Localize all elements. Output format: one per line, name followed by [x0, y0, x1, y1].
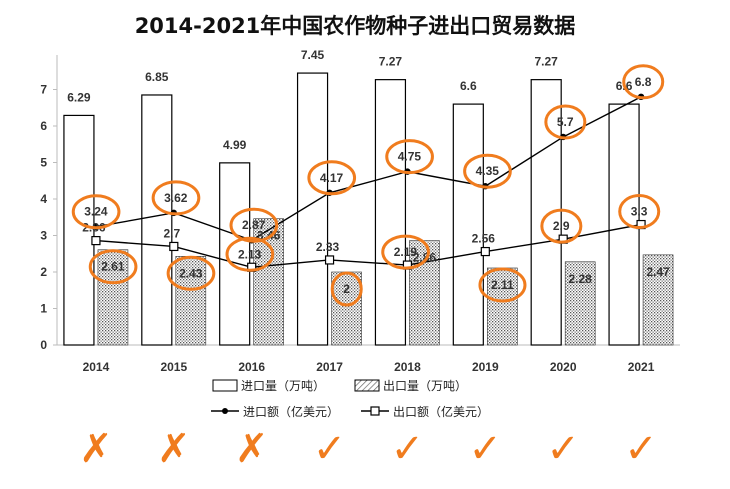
label-import-volume: 7.45 — [301, 48, 325, 62]
x-tick-label: 2019 — [472, 360, 499, 374]
legend-label-import-volume: 进口量（万吨） — [241, 379, 325, 393]
label-import-volume: 7.27 — [379, 55, 403, 69]
grade-mark: ✗ — [235, 426, 269, 472]
label-import-volume: 4.99 — [223, 138, 247, 152]
legend-label-export-value: 出口额（亿美元） — [393, 404, 489, 419]
label-import-volume: 6.85 — [145, 70, 169, 84]
label-export-volume: 2.47 — [646, 265, 670, 279]
x-tick-label: 2016 — [238, 360, 265, 374]
label-export-value: 2.7 — [163, 226, 180, 240]
label-import-volume: 6.6 — [460, 79, 477, 93]
label-export-value: 2.33 — [316, 240, 340, 254]
label-export-volume: 2.43 — [179, 266, 203, 280]
bar-import-volume — [375, 80, 405, 345]
bar-import-volume — [142, 95, 172, 345]
grade-mark: ✓ — [546, 426, 580, 472]
point-export-value — [481, 248, 489, 256]
label-import-value: 4.75 — [398, 150, 422, 164]
legend-item-import-volume: 进口量（万吨） — [213, 379, 325, 393]
label-export-volume: 2.11 — [491, 278, 514, 292]
x-tick-label: 2018 — [394, 360, 421, 374]
bar-import-volume — [609, 104, 639, 345]
label-import-value: 5.7 — [557, 115, 574, 129]
y-tick-label: 7 — [40, 83, 47, 97]
grade-mark: ✓ — [313, 426, 347, 472]
bar-import-volume — [453, 104, 483, 345]
grade-mark: ✗ — [157, 426, 191, 472]
label-export-value: 2.19 — [394, 245, 418, 259]
y-tick-label: 1 — [40, 302, 47, 316]
label-export-value: 2.9 — [553, 219, 570, 233]
label-export-value: 2.56 — [472, 232, 496, 246]
x-tick-label: 2020 — [550, 360, 577, 374]
grade-mark: ✗ — [79, 426, 113, 472]
legend-item-export-volume: 出口量（万吨） — [355, 379, 467, 393]
label-export-volume: 2 — [343, 282, 350, 296]
label-export-value: 2.13 — [238, 247, 262, 261]
legend-label-export-volume: 出口量（万吨） — [383, 379, 467, 393]
label-import-value: 3.24 — [84, 205, 108, 219]
y-tick-label: 0 — [40, 338, 47, 352]
grade-mark: ✓ — [624, 426, 658, 472]
y-tick-label: 5 — [40, 156, 47, 170]
label-export-volume: 2.28 — [569, 272, 593, 286]
x-tick-label: 2021 — [628, 360, 655, 374]
legend-item-export-value: 出口额（亿美元） — [361, 404, 489, 419]
legend: 进口量（万吨） 出口量（万吨） 进口额（亿美元） 出口额（亿美元） — [211, 379, 489, 419]
label-export-volume: 2.61 — [101, 260, 125, 274]
legend-item-import-value: 进口额（亿美元） — [211, 404, 339, 419]
label-import-volume: 6.29 — [67, 90, 91, 104]
point-export-value — [170, 242, 178, 250]
y-tick-label: 4 — [40, 192, 47, 206]
label-import-volume: 7.27 — [535, 55, 559, 69]
label-import-value: 4.17 — [320, 171, 344, 185]
point-export-value — [92, 237, 100, 245]
label-import-value: 4.35 — [476, 164, 500, 178]
chart-title: 2014-2021年中国农作物种子进出口贸易数据 — [135, 14, 576, 38]
y-tick-label: 2 — [40, 265, 47, 279]
label-export-value: 3.3 — [631, 205, 648, 219]
y-tick-label: 3 — [40, 229, 47, 243]
y-tick-label: 6 — [40, 119, 47, 133]
label-import-value: 3.62 — [164, 191, 188, 205]
x-tick-label: 2015 — [160, 360, 187, 374]
x-tick-label: 2017 — [316, 360, 343, 374]
label-import-value: 2.87 — [242, 218, 266, 232]
grade-mark: ✓ — [469, 426, 503, 472]
legend-label-import-value: 进口额（亿美元） — [243, 404, 339, 419]
point-export-value — [326, 256, 334, 264]
x-tick-label: 2014 — [83, 360, 110, 374]
grade-mark: ✓ — [391, 426, 425, 472]
label-import-value: 6.8 — [635, 75, 652, 89]
